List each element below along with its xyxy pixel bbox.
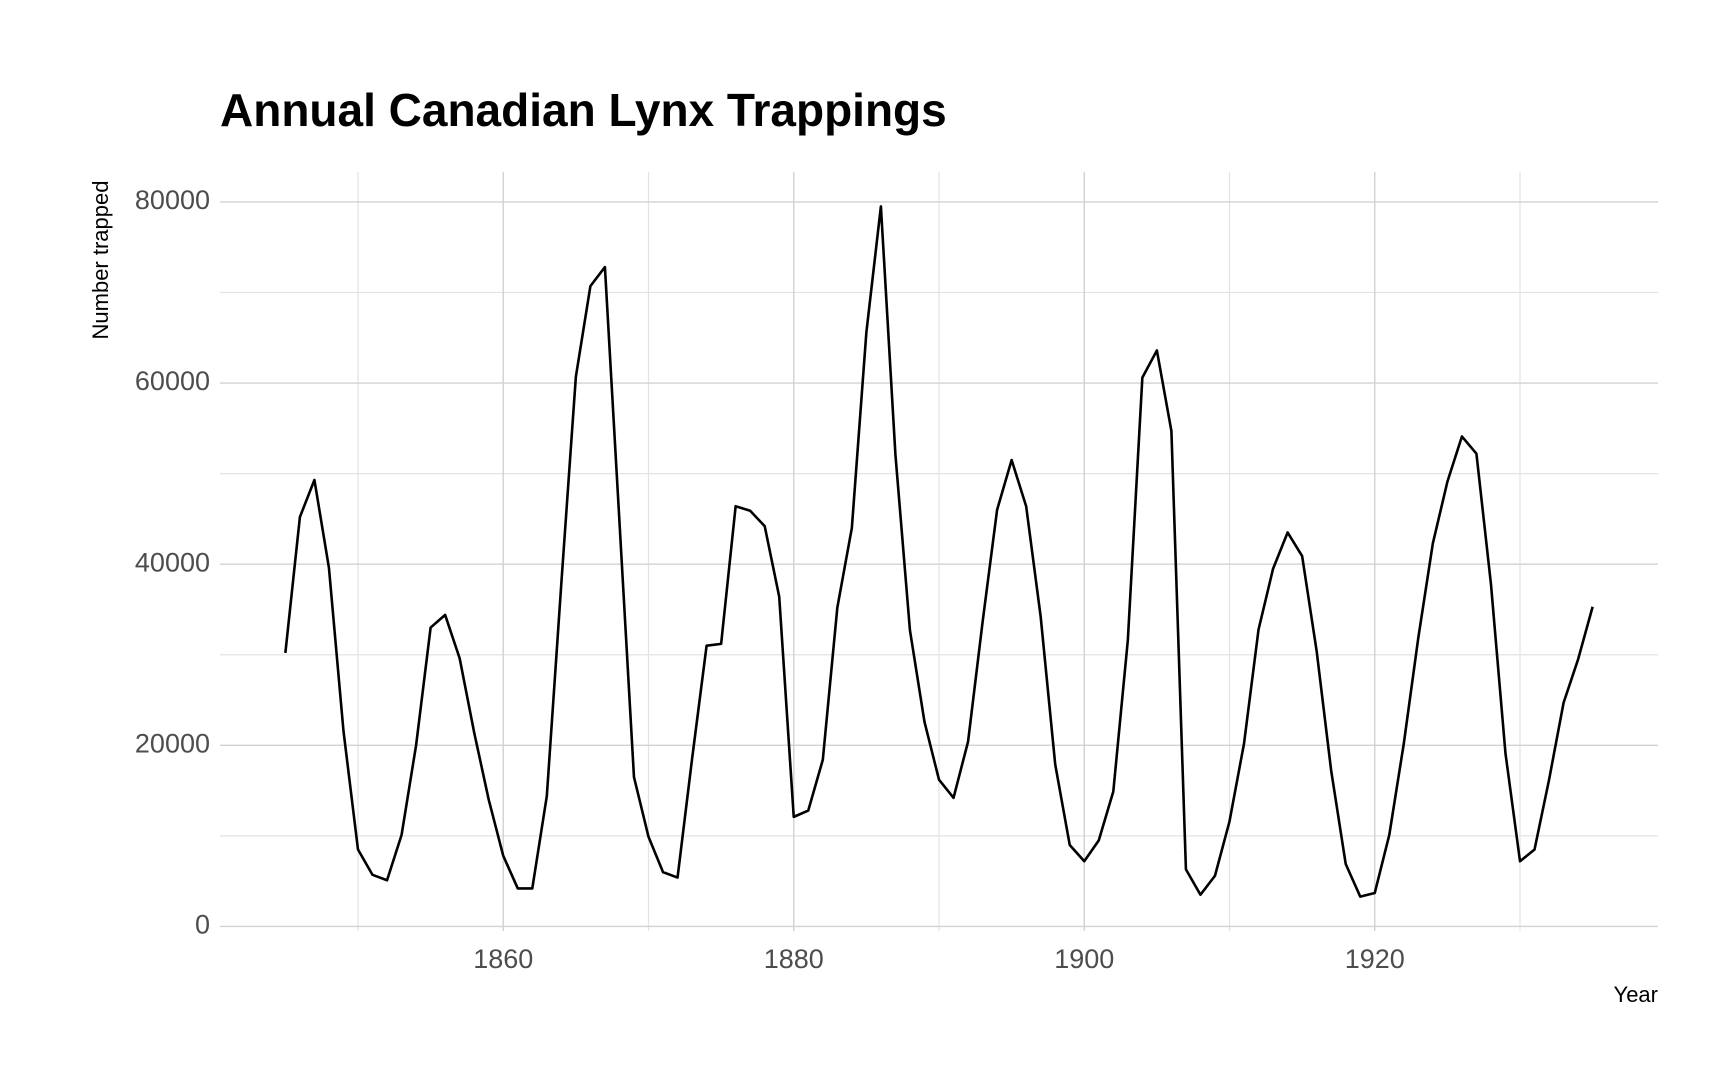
- y-axis-label: Number trapped: [88, 181, 113, 340]
- x-axis-label: Year: [1614, 982, 1658, 1007]
- y-tick-label: 40000: [135, 547, 210, 577]
- y-tick-label: 20000: [135, 728, 210, 758]
- y-tick-label: 0: [195, 910, 210, 940]
- y-tick-label: 80000: [135, 185, 210, 215]
- x-tick-label: 1920: [1345, 944, 1405, 974]
- y-tick-label: 60000: [135, 366, 210, 396]
- chart-title: Annual Canadian Lynx Trappings: [220, 84, 947, 136]
- line-series: [284, 205, 1594, 898]
- x-tick-label: 1900: [1054, 944, 1114, 974]
- x-tick-label: 1880: [764, 944, 824, 974]
- x-tick-label: 1860: [473, 944, 533, 974]
